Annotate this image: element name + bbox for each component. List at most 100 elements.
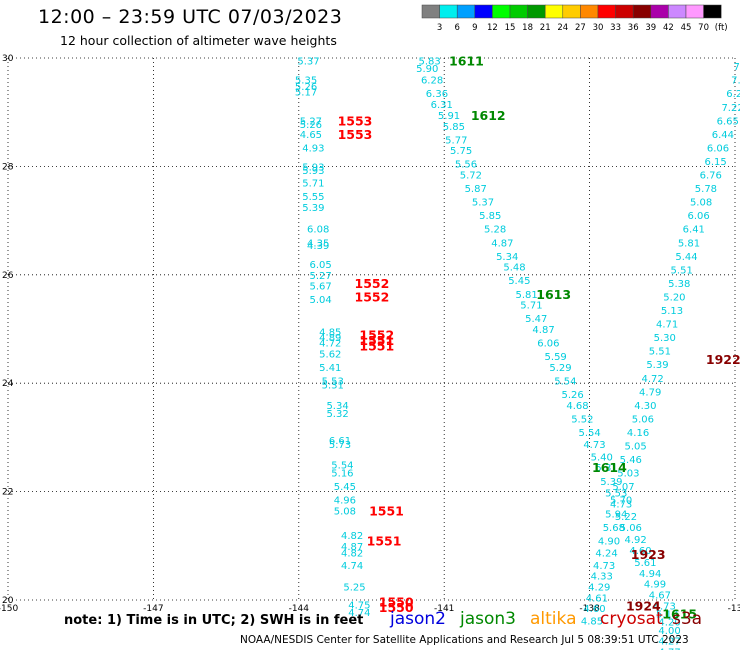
color-scale-label: (ft) [715, 23, 728, 33]
wave-height-value: 6.31 [431, 100, 453, 111]
wave-height-value: 5.13 [661, 306, 683, 317]
orbit-number-label: 1924 [626, 598, 661, 613]
track-3: 7.40 7.26 6.23 7.22 6.65 6.44 6.06 6.15 6.76 5.78… [581, 62, 740, 627]
wave-height-value: 5.61 [634, 558, 656, 569]
wave-height-value: 4.35 [307, 238, 329, 249]
wave-height-value: 5.29 [549, 363, 571, 374]
wave-height-value: 5.34 [496, 252, 518, 263]
wave-height-value: 5.62 [319, 349, 341, 360]
wave-height-value: 5.31 [322, 380, 344, 391]
wave-height-value: 4.77 [658, 647, 680, 650]
wave-height-value: 5.08 [334, 507, 356, 518]
wave-height-value: 5.51 [649, 347, 671, 358]
wave-height-value: 4.67 [649, 591, 671, 602]
wave-height-value: 4.87 [341, 542, 363, 553]
wave-height-value: 4.72 [641, 374, 663, 385]
wave-height-value: 5.94 [605, 509, 627, 520]
legend-s3a: s3a [672, 609, 703, 629]
color-scale-swatch [474, 4, 493, 19]
wave-height-value: 5.91 [438, 111, 460, 122]
wave-height-value: 4.93 [302, 143, 324, 154]
wave-height-value: 5.06 [620, 523, 642, 534]
wave-height-value: 5.54 [331, 461, 353, 472]
wave-height-value: 5.72 [460, 171, 482, 182]
wave-height-value: 5.68 [603, 523, 625, 534]
wave-height-value: 6.23 [726, 89, 740, 100]
orbit-number-label: 1552 [355, 289, 390, 304]
wave-height-value: 4.60 [583, 604, 605, 615]
wave-height-value: 4.61 [586, 593, 608, 604]
color-scale-label: 24 [557, 23, 568, 33]
color-scale-label: 9 [472, 23, 477, 33]
wave-height-value: 6.06 [537, 339, 559, 350]
color-scale-swatch [492, 4, 511, 19]
x-tick-label: -13 [728, 604, 740, 614]
wave-height-value: 6.41 [683, 225, 705, 236]
wave-height-value: 5.39 [646, 360, 668, 371]
wave-height-value: 6.08 [307, 225, 329, 236]
wave-height-value: 5.45 [334, 482, 356, 493]
color-scale-label: 70 [698, 23, 709, 33]
wave-height-value: 6.06 [688, 211, 710, 222]
orbit-number-label: 1614 [592, 460, 627, 475]
wave-height-value: 5.26 [562, 390, 584, 401]
color-scale-label: 6 [454, 23, 459, 33]
map-subtitle: 12 hour collection of altimeter wave hei… [60, 33, 337, 48]
wave-height-value: 4.85 [581, 617, 603, 628]
wave-height-value: 5.48 [503, 263, 525, 274]
color-scale-swatch [439, 4, 458, 19]
wave-height-value: 4.79 [639, 387, 661, 398]
wave-height-value: 5.75 [450, 146, 472, 157]
wave-height-value: 5.35 [295, 76, 317, 87]
wave-height-value: 5.81 [678, 238, 700, 249]
wave-height-value: 5.52 [571, 414, 593, 425]
orbit-number-label: 1551 [359, 338, 394, 353]
legend-jason3: jason3 [460, 609, 516, 629]
credit-line: NOAA/NESDIS Center for Satellite Applica… [240, 634, 689, 646]
y-tick-label: 24 [2, 379, 14, 389]
wave-height-value: 5.54 [578, 428, 600, 439]
wave-height-value: 4.16 [627, 428, 649, 439]
orbit-number-label: 1550 [379, 600, 414, 615]
wave-height-value: 4.87 [491, 238, 513, 249]
wave-height-value: 4.20 [658, 618, 680, 629]
wave-height-value: 5.34 [326, 401, 348, 412]
orbit-number-label: 1550 [379, 595, 414, 610]
color-scale-label: 36 [628, 23, 639, 33]
wave-height-value: 5.81 [515, 290, 537, 301]
wave-height-value: 4.92 [625, 535, 647, 546]
orbit-number-label: 1613 [536, 287, 571, 302]
color-scale-swatch [685, 4, 704, 19]
wave-height-value: 5.70 [610, 496, 632, 507]
wave-height-value: 4.29 [588, 582, 610, 593]
wave-height-value: 4.68 [566, 401, 588, 412]
wave-height-value: 5.53 [322, 376, 344, 387]
wave-height-value: 5.16 [331, 469, 353, 480]
wave-height-value: 4.99 [644, 580, 666, 591]
wave-height-value: 5.77 [445, 135, 467, 146]
wave-height-value: 5.20 [663, 292, 685, 303]
wave-height-value: 5.38 [668, 279, 690, 290]
y-tick-label: 30 [2, 54, 14, 64]
x-tick-label: -144 [289, 604, 310, 614]
orbit-number-label: 1551 [367, 533, 402, 548]
orbit-number-label: 1552 [359, 327, 394, 342]
x-tick-label: -141 [434, 604, 454, 614]
color-scale-label: 18 [522, 23, 533, 33]
legend-jason2: jason2 [390, 609, 446, 629]
color-scale-label: 27 [575, 23, 586, 33]
wave-height-value: 5.71 [302, 179, 324, 190]
satellite-tracks: 5.375.355.265.175.275.264.654.935.935.93… [295, 57, 740, 650]
wave-height-value: 6.28 [421, 76, 443, 87]
wave-height-value: 4.73 [593, 561, 615, 572]
wave-height-value: 4.00 [658, 626, 680, 637]
wave-height-value: 5.08 [690, 198, 712, 209]
wave-height-value: 5.78 [695, 184, 717, 195]
wave-height-value: 5.46 [620, 455, 642, 466]
orbit-number-label: 1551 [369, 504, 404, 519]
wave-height-value: 5.93 [302, 162, 324, 173]
wave-height-value: 5.32 [326, 409, 348, 420]
wave-height-value: 4.74 [348, 608, 370, 619]
wave-height-value: 5.85 [443, 122, 465, 133]
